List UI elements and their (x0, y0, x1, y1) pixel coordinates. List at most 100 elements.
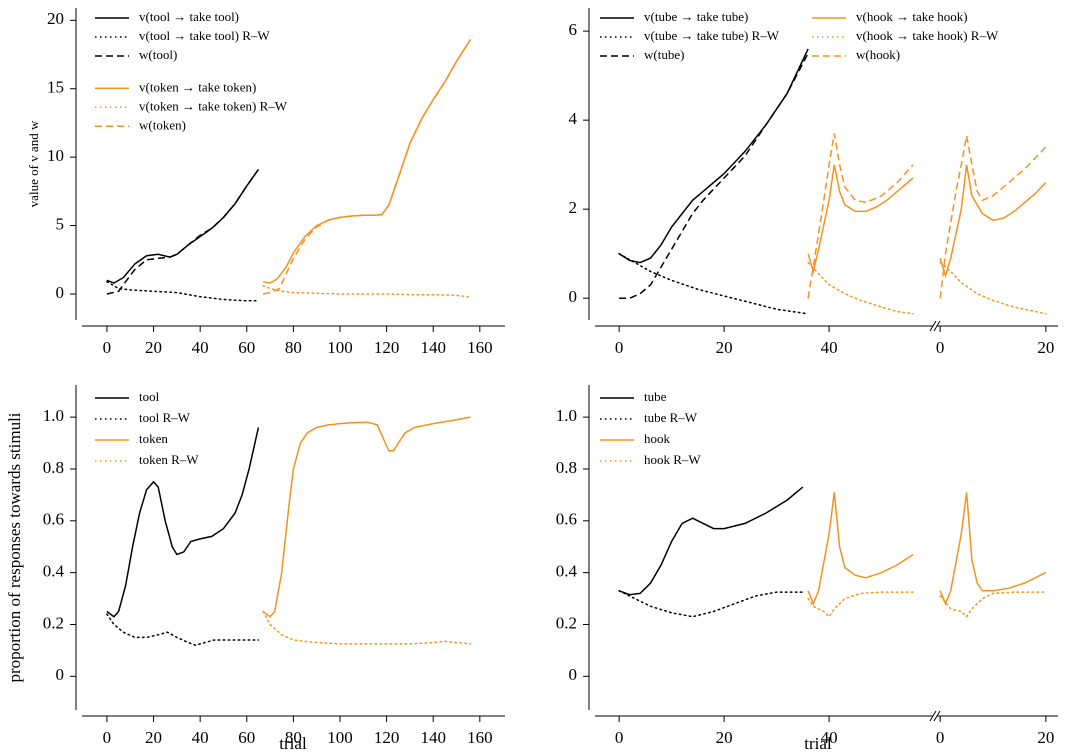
y-tick-label: 15 (47, 78, 64, 97)
y-tick-label: 1.0 (43, 406, 64, 425)
legend-label: tube R–W (644, 410, 698, 425)
y-tick-label: 0.6 (556, 510, 577, 529)
x-tick-label: 0 (103, 728, 112, 747)
x-tick-label: 120 (374, 728, 400, 747)
legend-label: hook (644, 431, 671, 446)
series-line (807, 133, 914, 299)
x-tick-label: 20 (716, 338, 733, 357)
y-tick-label: 0.2 (556, 613, 577, 632)
legend-label: v(hook → take hook) (856, 9, 968, 24)
legend-label: token R–W (139, 452, 199, 467)
x-tick-label: 0 (936, 728, 945, 747)
series-line (262, 610, 472, 645)
series-line (106, 169, 260, 284)
y-tick-label: 0 (569, 287, 578, 306)
y-tick-label: 2 (569, 198, 578, 217)
axis-break (929, 710, 937, 722)
x-tick-label: 120 (374, 338, 400, 357)
legend-label: tube (644, 389, 667, 404)
series-line (619, 53, 809, 299)
series-line (106, 613, 260, 646)
series-line (262, 39, 472, 295)
series-line (106, 280, 260, 302)
y-tick-label: 1.0 (556, 406, 577, 425)
series-line (618, 486, 804, 596)
y-tick-label: 6 (569, 20, 578, 39)
y-tick-label: 0.6 (43, 510, 64, 529)
x-tick-label: 100 (327, 338, 353, 357)
series-line (939, 591, 1047, 618)
legend-label: v(token → take token) (139, 79, 256, 94)
series-line (618, 48, 809, 264)
series-line (106, 169, 260, 295)
y-tick-label: 20 (47, 9, 64, 28)
y-tick-label: 0.8 (556, 458, 577, 477)
x-tick-label: 40 (192, 338, 209, 357)
x-tick-label: 0 (936, 338, 945, 357)
y-tick-label: 4 (569, 109, 578, 128)
x-tick-label: 100 (327, 728, 353, 747)
series-line (106, 427, 260, 618)
x-tick-label: 0 (103, 338, 112, 357)
series-line (618, 590, 804, 618)
series-line (262, 285, 469, 298)
series-line (939, 135, 1047, 299)
y-tick-label: 0 (56, 283, 65, 302)
x-tick-label: 40 (192, 728, 209, 747)
legend-label: w(tube) (644, 47, 684, 62)
x-tick-label: 0 (615, 728, 624, 747)
legend-label: v(tube → take tube) (644, 9, 748, 24)
series-line (262, 39, 472, 284)
y-tick-label: 0.8 (43, 458, 64, 477)
series-line (262, 416, 471, 618)
legend-label: w(tool) (139, 47, 177, 62)
y-tick-label: 5 (56, 214, 65, 233)
series-line (618, 252, 809, 315)
y-axis-label: value of v and w (26, 120, 41, 207)
y-tick-label: 0.4 (43, 562, 65, 581)
legend-label: w(hook) (856, 47, 900, 62)
legend-label: token (139, 431, 168, 446)
series-line (939, 261, 1047, 315)
x-tick-label: 20 (716, 728, 733, 747)
x-tick-label: 80 (285, 728, 302, 747)
legend-label: v(token → take token) R–W (139, 98, 288, 113)
y-axis-label: proportion of responses towards stimuli (5, 412, 24, 682)
legend-label: w(token) (139, 117, 186, 132)
series-line (807, 164, 914, 275)
x-tick-label: 20 (145, 728, 162, 747)
x-tick-label: 40 (821, 338, 838, 357)
x-tick-label: 160 (467, 728, 493, 747)
y-tick-label: 0 (569, 665, 578, 684)
x-tick-label: 20 (1037, 338, 1054, 357)
legend-label: v(tube → take tube) R–W (644, 28, 780, 43)
x-axis-label: trial (279, 734, 307, 753)
axis-break (929, 320, 937, 332)
x-tick-label: 0 (615, 338, 624, 357)
x-tick-label: 80 (285, 338, 302, 357)
x-tick-label: 40 (821, 728, 838, 747)
axis-break (933, 710, 941, 722)
x-tick-label: 20 (1037, 728, 1054, 747)
series-line (939, 492, 1047, 606)
y-tick-label: 0 (56, 665, 65, 684)
legend-label: hook R–W (644, 452, 701, 467)
x-tick-label: 60 (238, 338, 255, 357)
series-line (807, 261, 914, 315)
legend-label: v(tool → take tool) (139, 9, 239, 24)
legend-label: tool R–W (139, 410, 191, 425)
series-line (807, 591, 914, 618)
x-axis-label: trial (804, 734, 832, 753)
x-tick-label: 160 (467, 338, 493, 357)
axis-break (933, 320, 941, 332)
legend-label: tool (139, 389, 160, 404)
y-tick-label: 0.4 (556, 562, 578, 581)
x-tick-label: 60 (238, 728, 255, 747)
series-line (807, 492, 914, 606)
y-tick-label: 0.2 (43, 613, 64, 632)
x-tick-label: 140 (420, 728, 446, 747)
legend-label: v(tool → take tool) R–W (139, 28, 270, 43)
y-tick-label: 10 (47, 146, 64, 165)
series-line (939, 164, 1047, 279)
